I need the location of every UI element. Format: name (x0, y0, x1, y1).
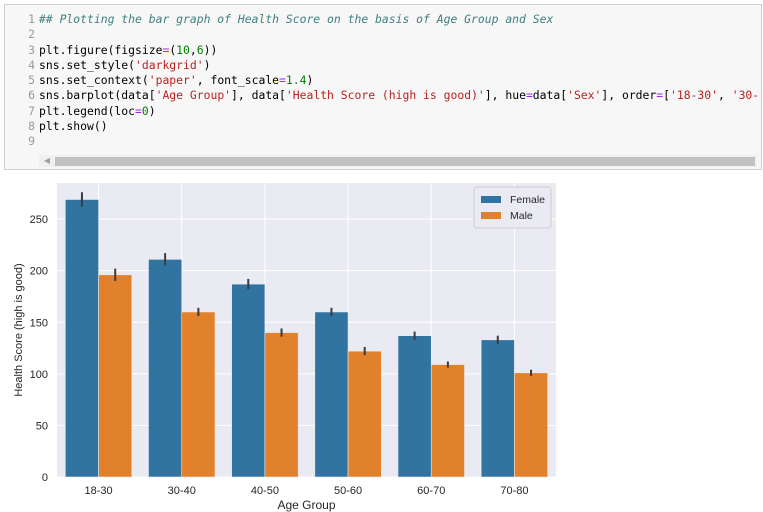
code-token: ) (203, 57, 211, 72)
code-token: 'paper' (148, 73, 197, 88)
plot-area (57, 183, 556, 477)
code-token: ], hue (484, 88, 526, 103)
code-line: ## Plotting the bar graph of Health Scor… (39, 12, 761, 27)
x-axis-label: Age Group (277, 498, 335, 512)
bar-female (148, 259, 183, 478)
code-token: data[ (532, 88, 568, 103)
x-tick-label: 18-30 (85, 485, 113, 497)
code-token: , (718, 88, 732, 103)
line-number: 6 (28, 88, 35, 103)
code-token: = (525, 88, 533, 103)
code-editor[interactable]: ## Plotting the bar graph of Health Scor… (39, 12, 761, 150)
code-token: sns.barplot(data[ (39, 88, 156, 103)
code-token: )) (203, 42, 218, 57)
bar-male (514, 372, 548, 478)
code-token: 'Sex' (567, 88, 602, 103)
bar-male (181, 311, 216, 478)
x-tick-label: 60-70 (417, 485, 445, 497)
x-tick-label: 40-50 (251, 485, 279, 497)
bar-male (347, 350, 382, 478)
scroll-left-arrow-icon[interactable]: ◀ (43, 156, 51, 165)
code-token: plt.show() (39, 119, 108, 134)
legend-label: Male (510, 210, 533, 222)
y-axis-label: Health Score (high is good) (13, 263, 25, 396)
code-line: sns.barplot(data['Age Group'], data['Hea… (39, 88, 761, 103)
bar-female (65, 199, 99, 478)
scrollbar-thumb[interactable] (55, 157, 755, 166)
y-tick-label: 150 (30, 317, 48, 329)
line-number: 5 (28, 73, 35, 88)
line-number: 4 (28, 57, 35, 72)
line-number: 8 (28, 119, 35, 134)
code-token: 'Age Group' (155, 88, 232, 103)
code-token: '30- (731, 88, 760, 103)
bar-female (314, 311, 349, 478)
code-token: = (135, 103, 142, 118)
legend-swatch-male (481, 212, 501, 219)
code-token: plt.figure(figsize (39, 42, 163, 57)
bar-male (98, 274, 133, 478)
code-line: sns.set_style('darkgrid') (39, 58, 761, 73)
code-token: , font_scale (196, 73, 280, 88)
code-token: 10 (176, 42, 190, 57)
code-token: = (656, 88, 664, 103)
code-token: sns.set_context( (39, 73, 149, 88)
y-tick-label: 250 (30, 214, 48, 226)
code-token: '18-30' (669, 88, 718, 103)
code-token: 1.4 (285, 73, 307, 88)
code-token: = (162, 42, 170, 57)
code-line (39, 134, 761, 149)
code-token: 'darkgrid' (135, 57, 204, 72)
legend-swatch-female (481, 196, 501, 203)
line-number: 7 (28, 103, 35, 118)
code-line (39, 27, 761, 42)
legend-label: Female (510, 194, 545, 206)
code-token: sns.set_style( (39, 57, 136, 72)
line-number: 2 (28, 27, 35, 42)
code-token: plt.legend(loc (39, 103, 136, 118)
y-tick-label: 50 (36, 420, 48, 432)
code-token: 'Health Score (high is good)' (285, 88, 485, 103)
bar-female (231, 283, 266, 478)
code-line: plt.legend(loc=0) (39, 104, 761, 119)
y-tick-label: 0 (42, 472, 48, 484)
code-token: = (279, 73, 286, 88)
x-tick-label: 70-80 (500, 485, 528, 497)
bar-female (480, 339, 515, 478)
code-token: ## Plotting the bar graph of Health Scor… (39, 12, 554, 26)
code-line: plt.figure(figsize=(10,6)) (39, 43, 761, 58)
code-token: [ (663, 88, 670, 103)
code-token: 6 (196, 42, 204, 57)
x-tick-label: 30-40 (168, 485, 196, 497)
code-token: ) (148, 103, 156, 118)
horizontal-scrollbar[interactable]: ◀ (39, 155, 757, 167)
line-number: 3 (28, 42, 35, 57)
code-token: ], data[ (231, 88, 286, 103)
code-token: , (189, 42, 197, 57)
code-token: ( (169, 42, 177, 57)
line-number: 1 (28, 12, 35, 26)
bar-male (264, 332, 299, 478)
bar-male (430, 364, 465, 478)
y-tick-label: 100 (30, 369, 48, 381)
code-line: sns.set_context('paper', font_scale=1.4) (39, 73, 761, 88)
bar-female (397, 335, 432, 478)
code-token: 0 (141, 103, 149, 118)
x-tick-label: 50-60 (334, 485, 362, 497)
line-number: 9 (28, 134, 35, 149)
code-token: ) (306, 73, 314, 88)
bar-chart: 0 50 100 150 200 250 18-30 30-40 40-50 50-60 60-70… (13, 183, 556, 512)
y-tick-label: 200 (30, 266, 48, 278)
code-line: plt.show() (39, 119, 761, 134)
code-token: ], order (601, 88, 657, 103)
